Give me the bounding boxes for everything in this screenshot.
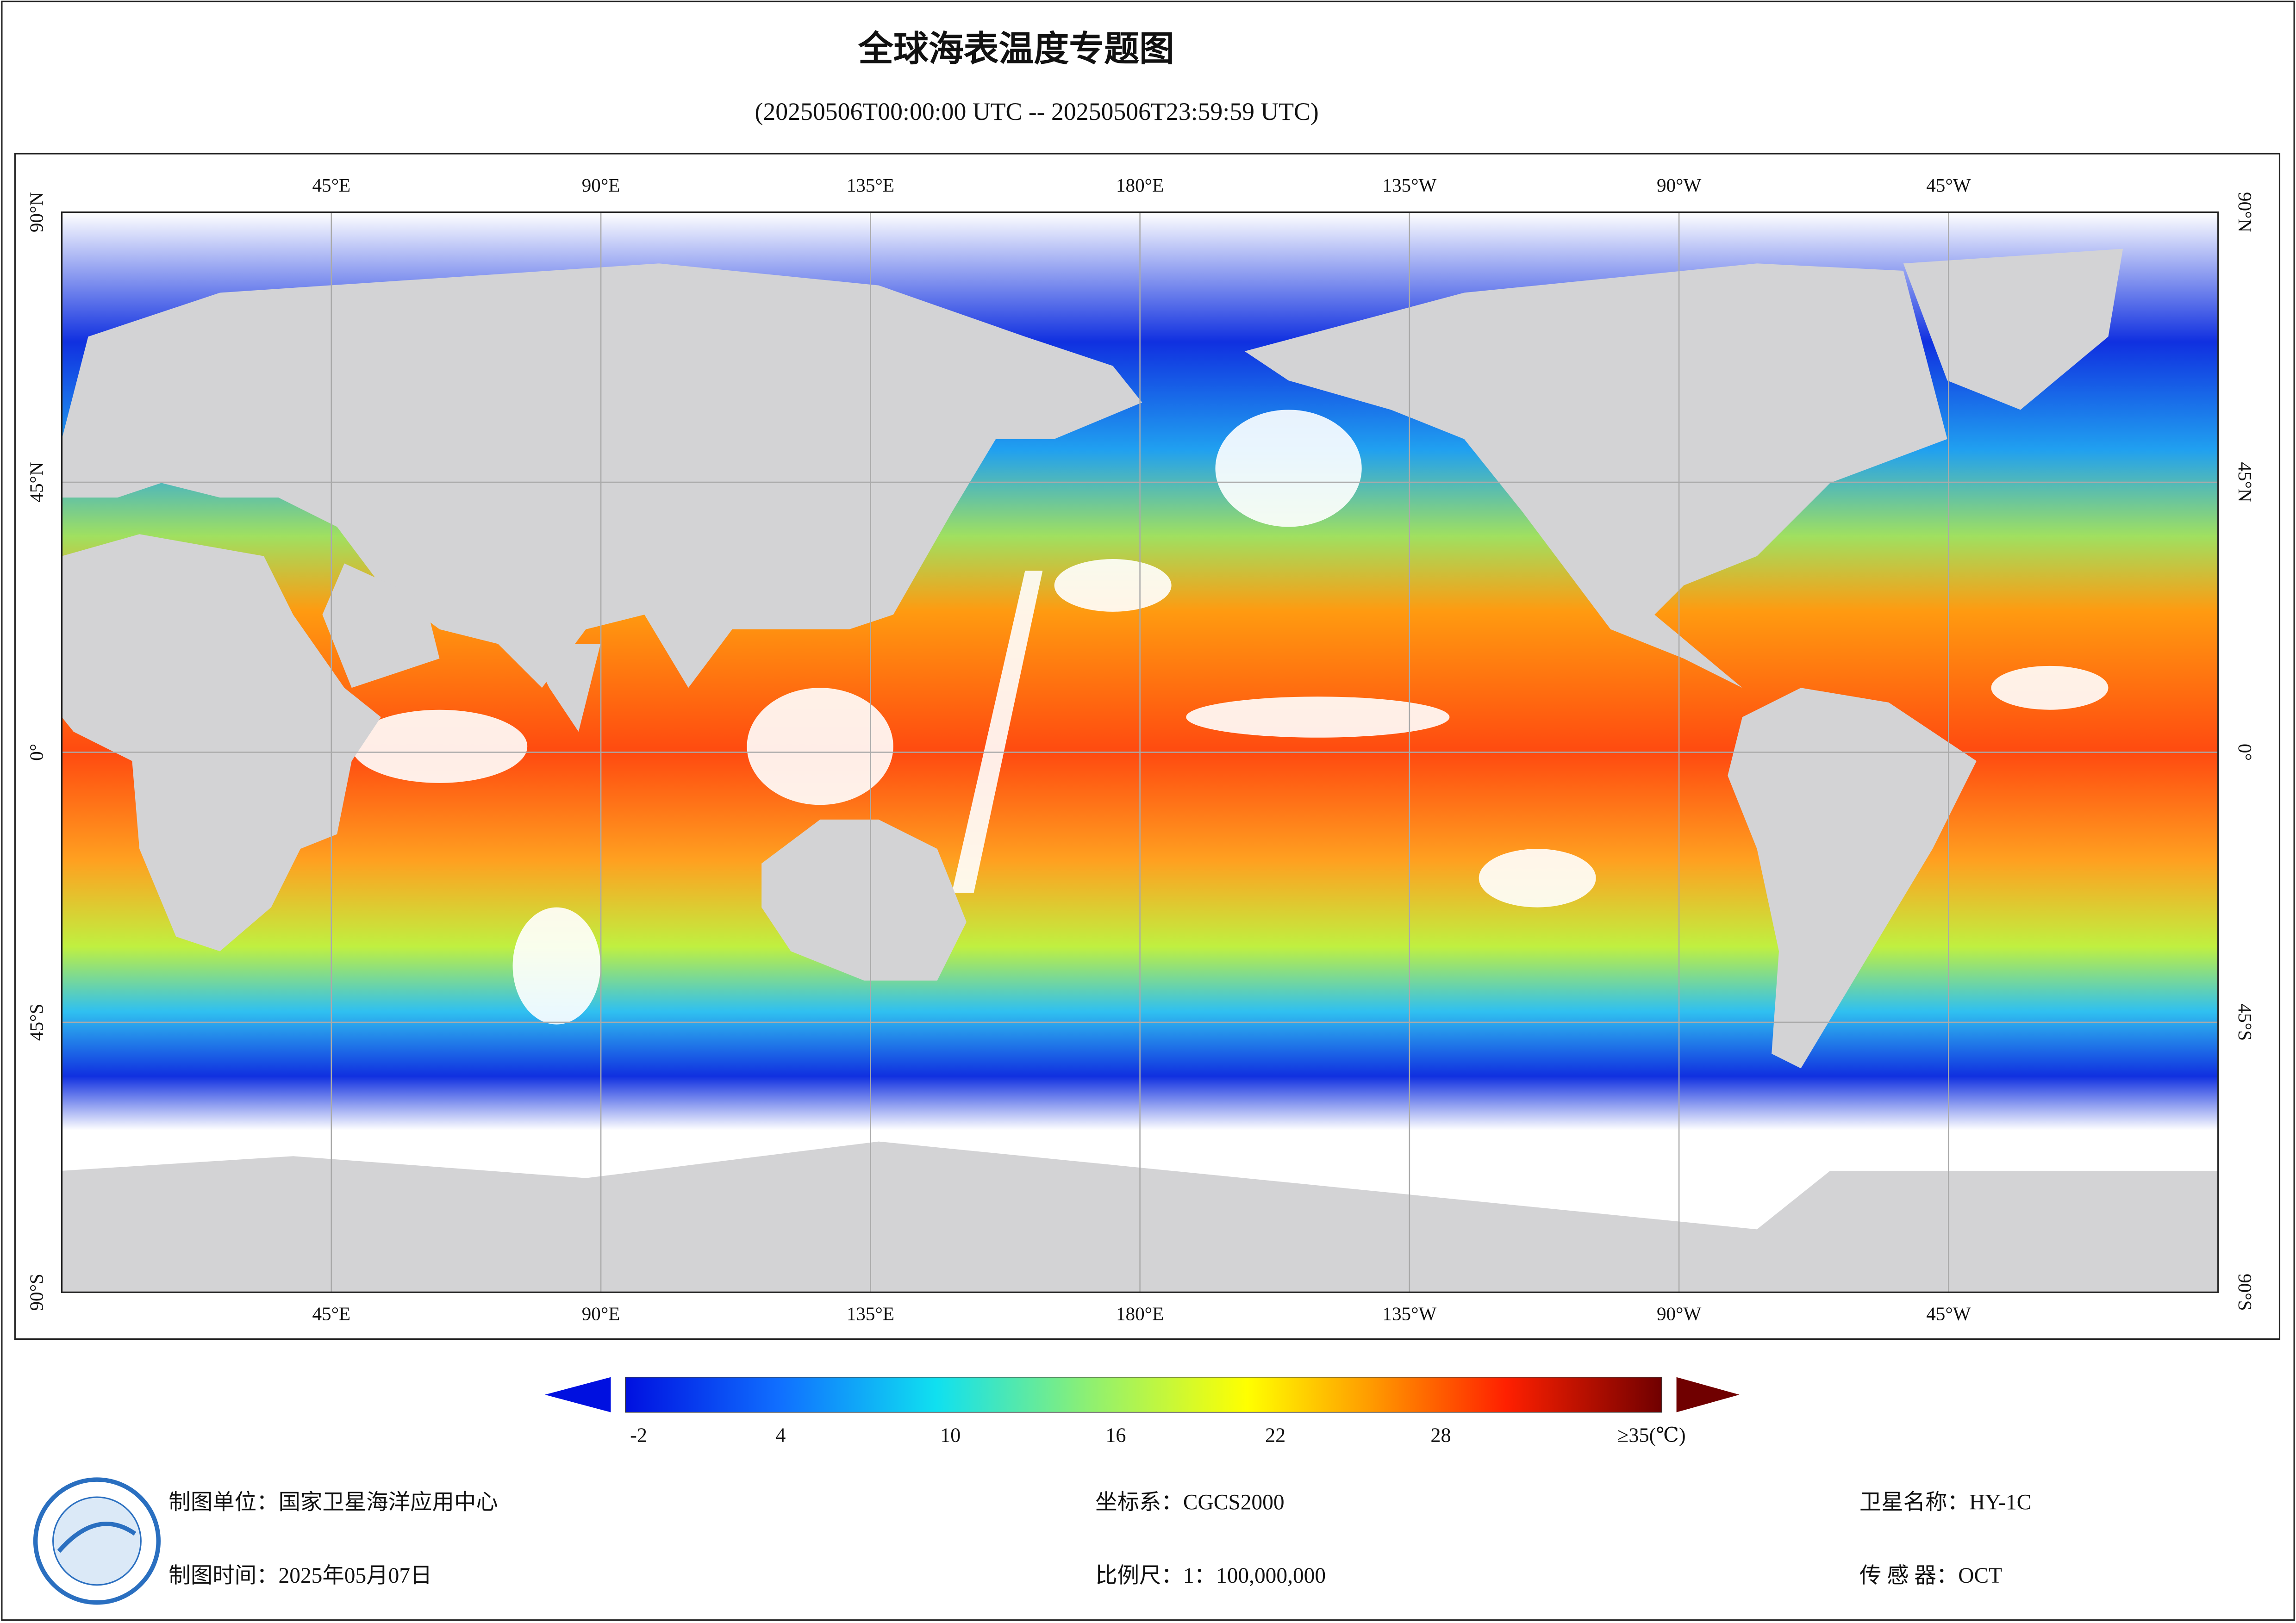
footer-scale: 比例尺：1：100,000,000 <box>1095 1564 1326 1588</box>
logo <box>33 1477 161 1605</box>
colorbar-tick-label: 28 <box>1430 1424 1451 1447</box>
footer-sensor: 传 感 器：OCT <box>1859 1564 2002 1588</box>
lat-label-right: 90°N <box>2234 192 2256 232</box>
lon-label-bottom: 180°E <box>1116 1303 1164 1324</box>
footer-time: 制图时间：2025年05月07日 <box>168 1564 432 1588</box>
colorbar-tick-label: 22 <box>1265 1424 1285 1447</box>
colorbar-tick-label: -2 <box>630 1424 647 1447</box>
lat-label-right: 45°N <box>2234 462 2256 502</box>
map-frame <box>14 153 2281 1340</box>
lat-label-left: 90°S <box>25 1274 47 1311</box>
colorbar <box>625 1376 1662 1413</box>
lat-label-right: 90°S <box>2234 1274 2256 1311</box>
lon-label-top: 180°E <box>1116 174 1164 196</box>
lon-label-bottom: 135°W <box>1382 1303 1436 1324</box>
lon-label-top: 90°E <box>582 174 620 196</box>
lon-label-top: 45°E <box>312 174 350 196</box>
lon-label-bottom: 45°W <box>1926 1303 1971 1324</box>
lat-label-right: 0° <box>2234 744 2256 761</box>
lon-label-top: 135°W <box>1382 174 1436 196</box>
footer-crs: 坐标系：CGCS2000 <box>1095 1491 1284 1515</box>
subtitle: (20250506T00:00:00 UTC -- 20250506T23:59… <box>755 98 1319 125</box>
lat-label-right: 45°S <box>2234 1004 2256 1041</box>
colorbar-tick-label: 4 <box>775 1424 786 1447</box>
lat-label-left: 45°N <box>25 462 47 502</box>
graticule <box>62 212 2218 1293</box>
colorbar-tick-label: ≥35(℃) <box>1617 1424 1686 1447</box>
lat-label-left: 90°N <box>25 192 47 232</box>
lon-label-bottom: 90°E <box>582 1303 620 1324</box>
lat-label-left: 0° <box>25 744 47 761</box>
footer-satellite: 卫星名称：HY-1C <box>1859 1491 2031 1515</box>
map-border <box>61 211 2219 1293</box>
lon-label-top: 90°W <box>1657 174 1702 196</box>
colorbar-low-arrow <box>545 1377 611 1412</box>
lon-label-bottom: 135°E <box>847 1303 894 1324</box>
colorbar-tick-label: 10 <box>940 1424 961 1447</box>
lon-label-top: 45°W <box>1926 174 1971 196</box>
lon-label-bottom: 90°W <box>1657 1303 1702 1324</box>
cloud-gaps <box>351 410 2109 1025</box>
footer-unit: 制图单位：国家卫星海洋应用中心 <box>168 1491 498 1515</box>
lat-label-left: 45°S <box>25 1004 47 1041</box>
colorbar-tick-label: 16 <box>1105 1424 1126 1447</box>
lon-label-top: 135°E <box>847 174 894 196</box>
title: 全球海表温度专题图 <box>858 29 1174 69</box>
lon-label-bottom: 45°E <box>312 1303 350 1324</box>
colorbar-high-arrow <box>1676 1377 1740 1412</box>
